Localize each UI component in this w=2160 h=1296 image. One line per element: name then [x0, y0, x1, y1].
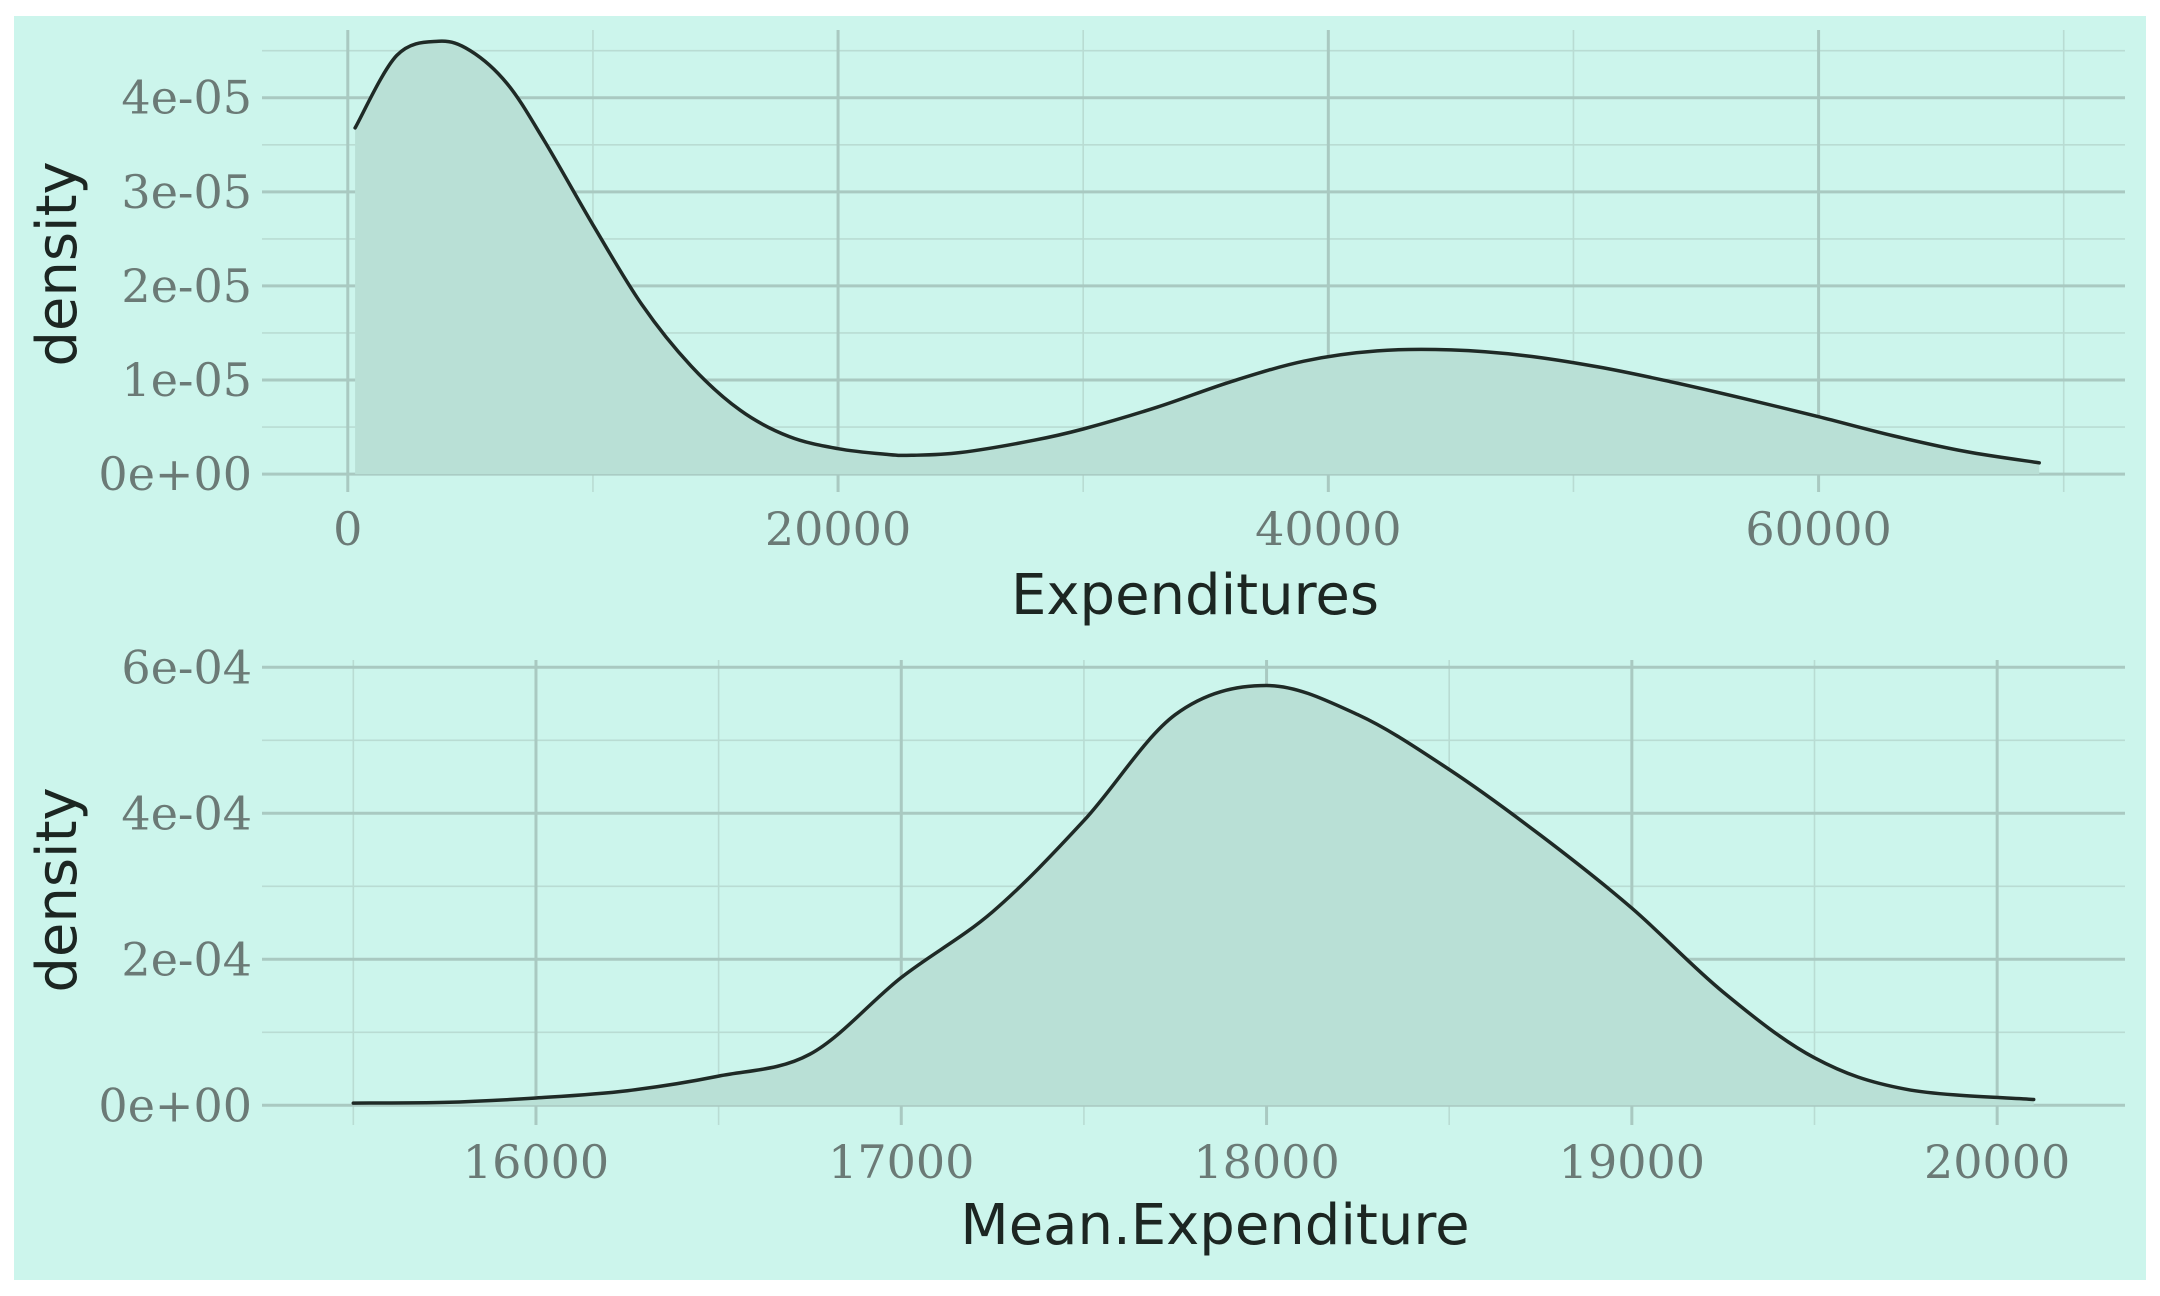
expenditures-y-tick-label: 1e-05	[121, 353, 252, 407]
mean-expenditure-x-tick-label: 20000	[1924, 1135, 2070, 1189]
mean-expenditure-y-tick-label: 0e+00	[98, 1078, 252, 1132]
expenditures-x-tick-label: 20000	[765, 502, 911, 556]
expenditures-x-tick-labels: 0 20000 40000 60000	[333, 502, 1892, 556]
expenditures-x-tick-label: 40000	[1255, 502, 1401, 556]
mean-expenditure-density-panel: 0e+00 2e-04 4e-04 6e-04 16000 17000 18000 1900…	[25, 640, 2125, 1258]
expenditures-y-tick-labels: 0e+00 1e-05 2e-05 3e-05 4e-05	[98, 71, 252, 501]
mean-expenditure-y-tick-label: 4e-04	[121, 786, 252, 840]
mean-expenditure-y-tick-label: 2e-04	[121, 932, 252, 986]
expenditures-density-panel: 0e+00 1e-05 2e-05 3e-05 4e-05 0 20000 40000 600…	[25, 30, 2125, 628]
expenditures-y-tick-label: 0e+00	[98, 447, 252, 501]
mean-expenditure-x-tick-label: 19000	[1559, 1135, 1705, 1189]
expenditures-x-tick-label: 60000	[1745, 502, 1891, 556]
expenditures-x-axis-title: Expenditures	[1011, 563, 1379, 628]
expenditures-y-tick-label: 4e-05	[121, 71, 252, 125]
expenditures-density-curve	[353, 39, 2041, 465]
mean-expenditure-x-tick-label: 17000	[828, 1135, 974, 1189]
mean-expenditure-x-tick-labels: 16000 17000 18000 19000 20000	[463, 1135, 2071, 1189]
mean-expenditure-y-tick-label: 6e-04	[121, 640, 252, 694]
expenditures-y-tick-label: 3e-05	[121, 165, 252, 219]
expenditures-y-tick-label: 2e-05	[121, 259, 252, 313]
mean-expenditure-x-tick-label: 16000	[463, 1135, 609, 1189]
mean-expenditure-x-axis-title: Mean.Expenditure	[960, 1193, 1469, 1258]
mean-expenditure-y-axis-title: density	[25, 787, 90, 992]
mean-expenditure-density-curve	[351, 683, 2036, 1105]
mean-expenditure-density-area	[353, 685, 2034, 1106]
expenditures-y-axis-title: density	[25, 161, 90, 366]
mean-expenditure-y-tick-labels: 0e+00 2e-04 4e-04 6e-04	[98, 640, 252, 1132]
mean-expenditure-x-tick-label: 18000	[1193, 1135, 1339, 1189]
expenditures-x-tick-label: 0	[333, 502, 362, 556]
